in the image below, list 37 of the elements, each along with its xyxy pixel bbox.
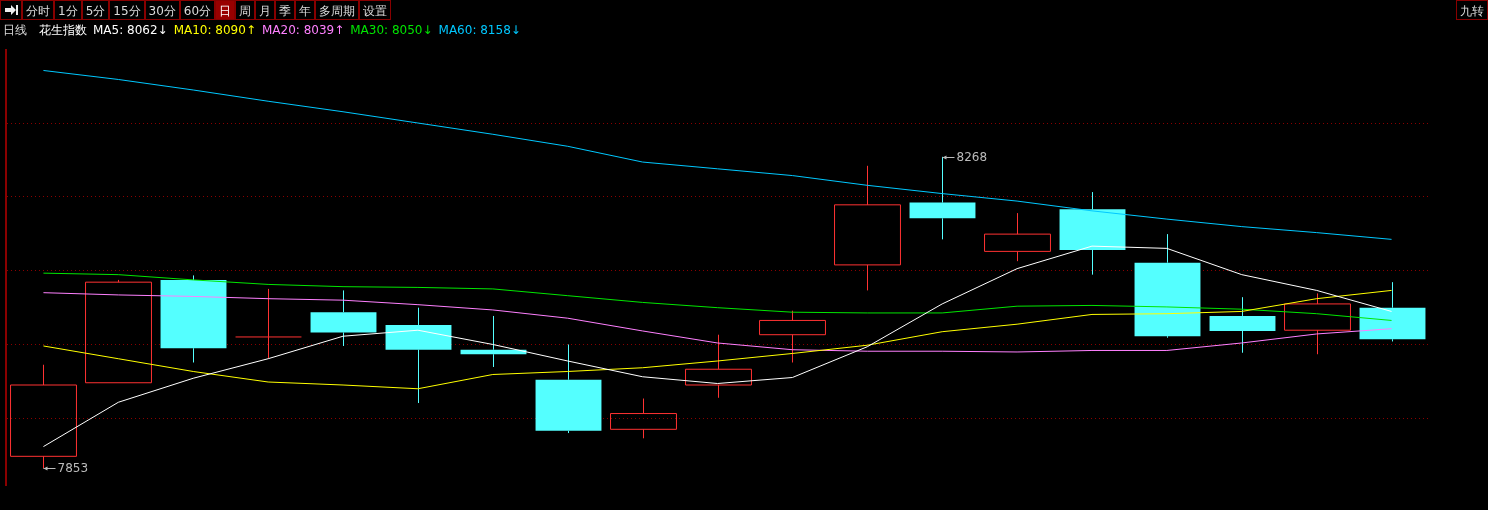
text: 5分	[81, 0, 110, 20]
chart-subtitle: 日线	[3, 22, 27, 39]
candlestick	[759, 310, 826, 363]
chart-title: 花生指数	[39, 22, 87, 39]
text: 九转	[1456, 0, 1488, 20]
text: MA30: 8050↓	[350, 22, 433, 39]
candlestick	[610, 398, 677, 439]
candlestick	[85, 279, 152, 384]
candlestick	[160, 274, 227, 363]
annotation: 8268	[956, 149, 988, 164]
text: 年	[295, 0, 316, 20]
candlestick	[984, 212, 1051, 262]
candlestick	[535, 343, 602, 434]
text: 分时	[22, 0, 54, 20]
candlestick	[1359, 281, 1426, 342]
text: 设置	[359, 0, 392, 20]
text: 60分	[179, 0, 216, 20]
candlestick	[1209, 296, 1276, 354]
text: 日	[215, 0, 236, 20]
text: MA60: 8158↓	[438, 22, 521, 39]
text: 周	[235, 0, 256, 20]
text: MA20: 8039↑	[261, 22, 345, 39]
candlestick	[1284, 292, 1351, 355]
text: 30分	[144, 0, 180, 20]
text: 1分	[54, 0, 82, 20]
text: MA10: 8090↑	[173, 22, 256, 39]
text: 月	[255, 0, 276, 20]
candlestick	[1134, 233, 1201, 337]
annotation: 7853	[57, 460, 89, 475]
candlestick	[1059, 191, 1126, 276]
text: 季	[275, 0, 296, 20]
text: 15分	[109, 0, 145, 20]
candlestick	[834, 165, 901, 291]
text: MA5: 8062↓	[93, 22, 168, 39]
text: 多周期	[315, 0, 360, 20]
candlestick	[310, 289, 377, 347]
candlestick	[385, 307, 452, 404]
